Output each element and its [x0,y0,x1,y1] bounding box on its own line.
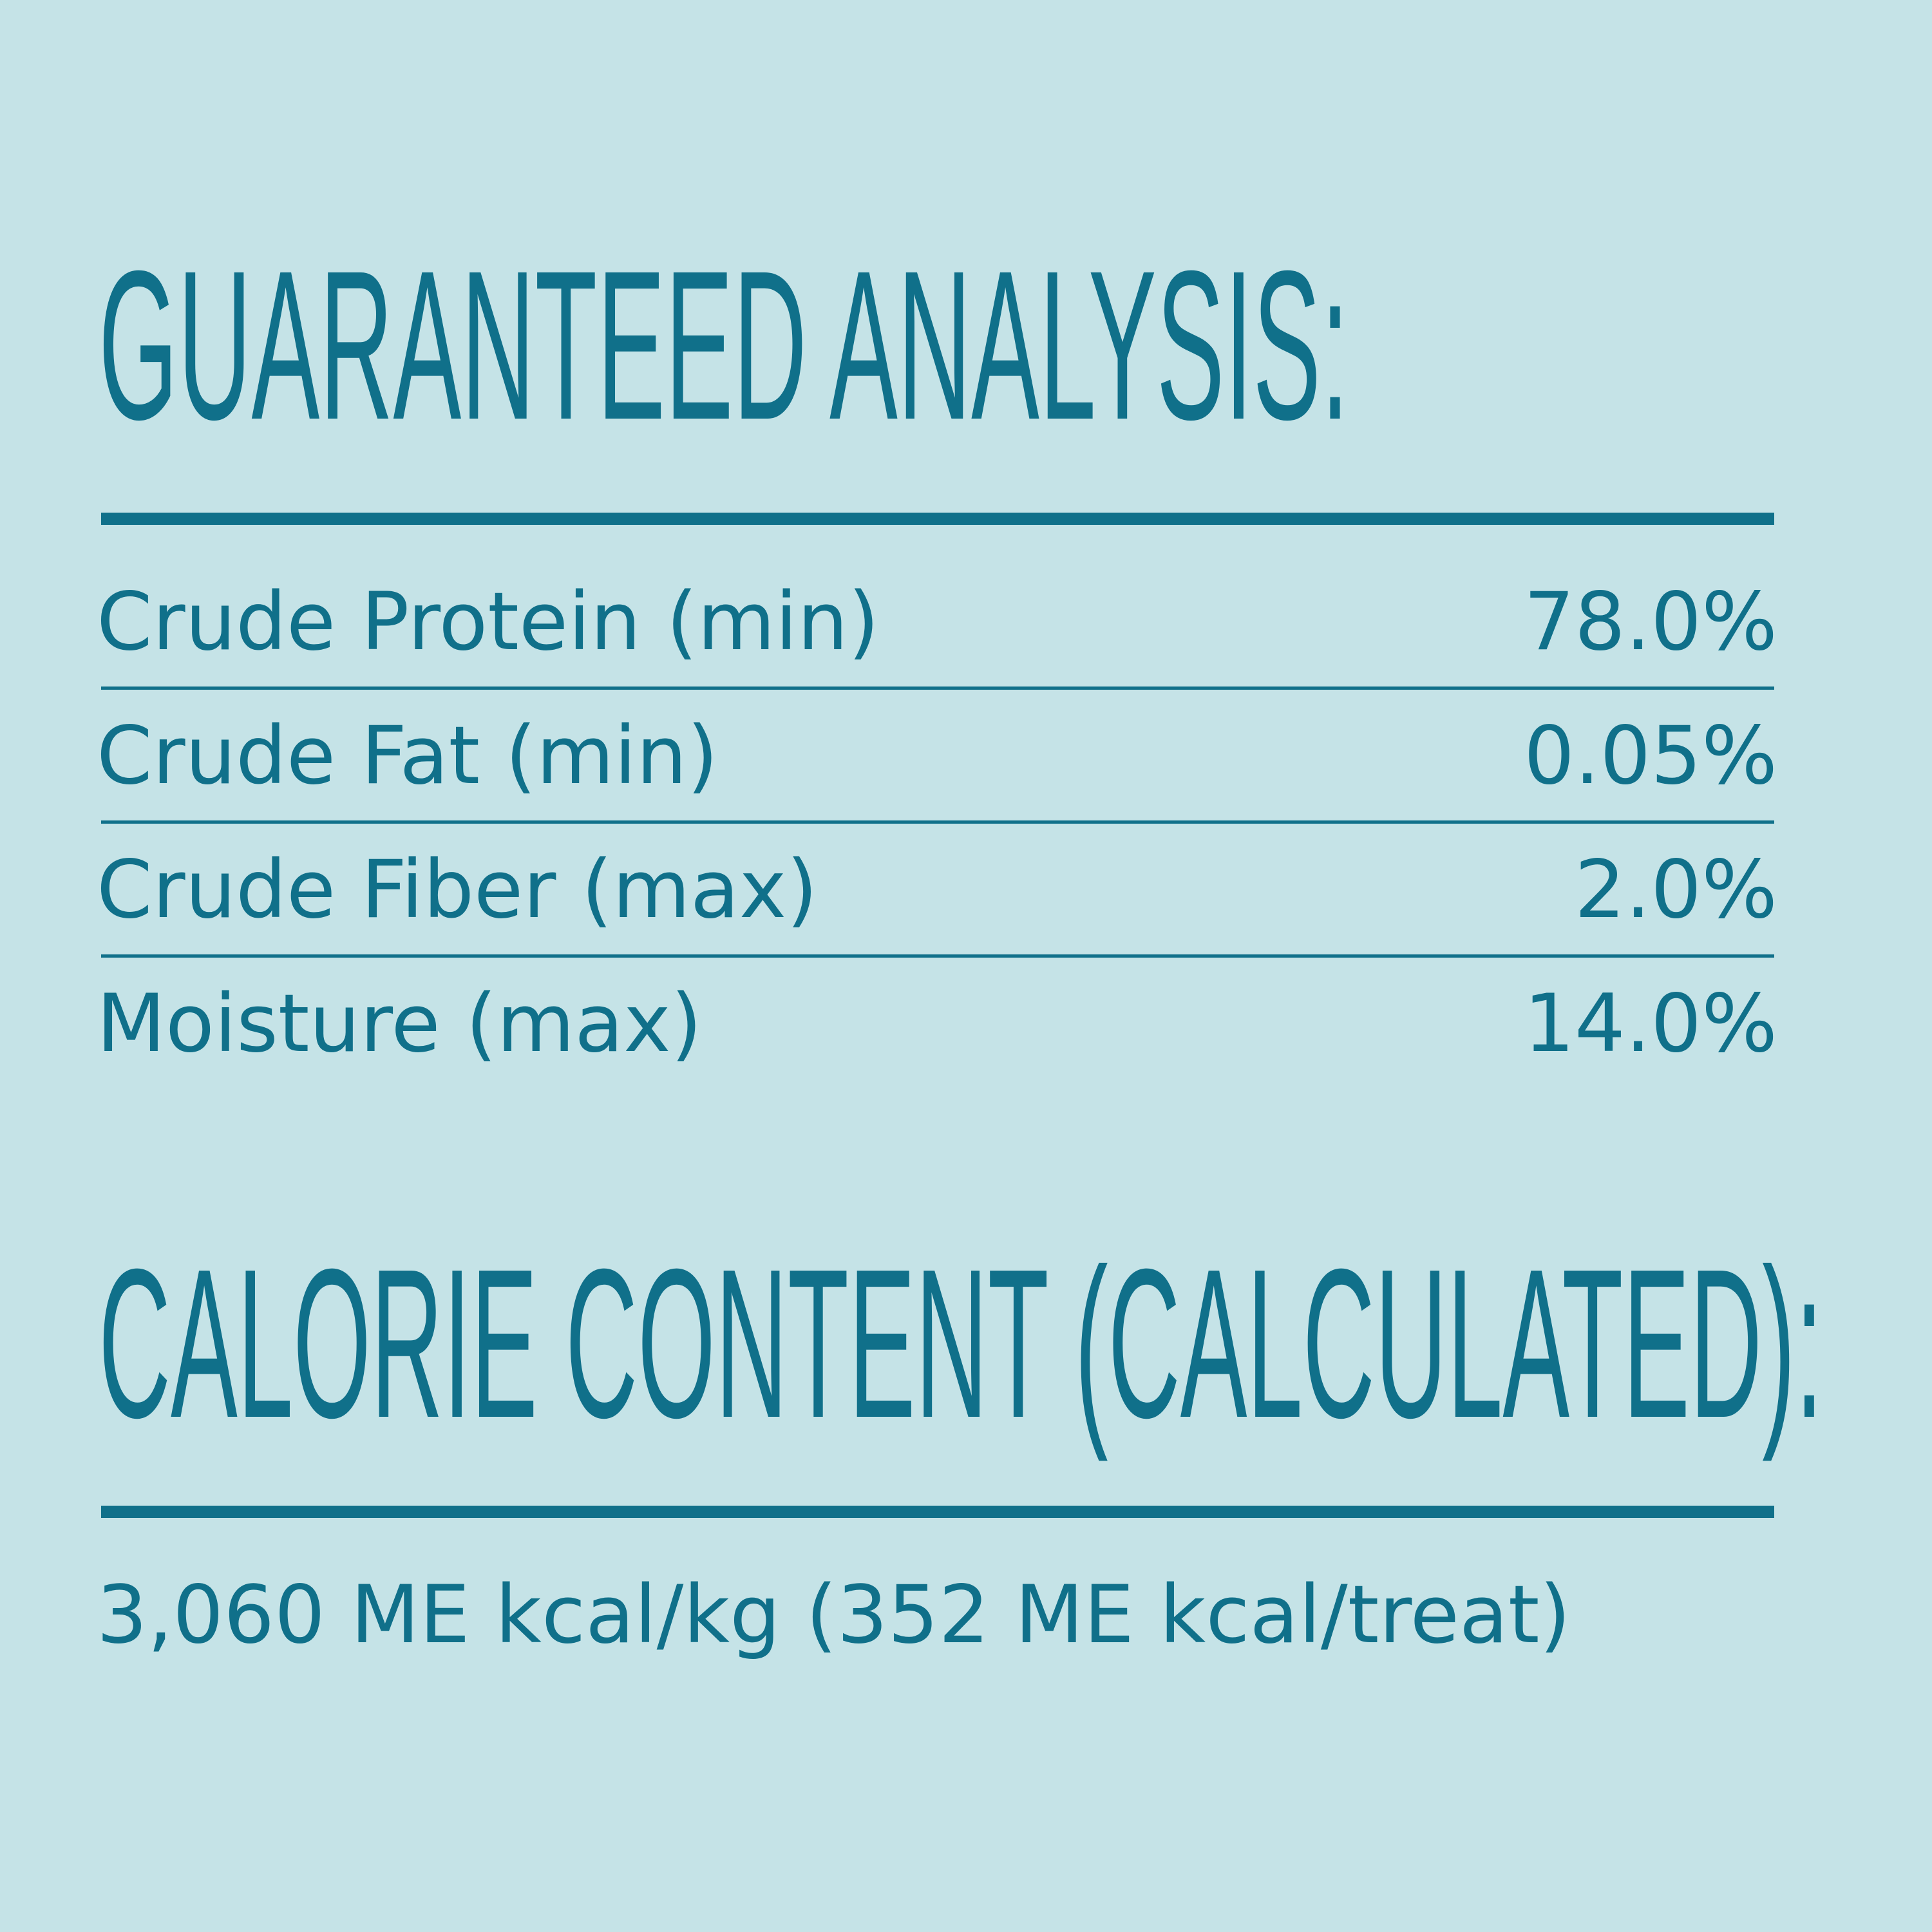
heading-rule [101,513,1774,525]
nutrient-value: 78.0% [1524,576,1777,668]
nutrient-name: Crude Protein (min) [97,576,879,668]
row-divider [101,954,1774,958]
heading-rule [101,1506,1774,1518]
row-divider [101,687,1774,690]
analysis-table: Crude Protein (min) 78.0% Crude Fat (min) 0… [97,576,1777,1070]
nutrient-name: Crude Fat (min) [97,710,718,802]
calorie-text: 3,060 ME kcal/kg (352 ME kcal/treat) [97,1569,1571,1662]
nutrient-value: 0.05% [1524,710,1777,802]
nutrient-name: Crude Fiber (max) [97,844,818,936]
calorie-title: CALORIE CONTENT (CALCULATED): [99,1224,1823,1463]
nutrient-name: Moisture (max) [97,978,702,1070]
nutrient-value: 2.0% [1575,844,1777,936]
nutrient-value: 14.0% [1524,978,1777,1070]
row-divider [101,820,1774,824]
analysis-title: GUARANTEED ANALYSIS: [99,226,1349,464]
